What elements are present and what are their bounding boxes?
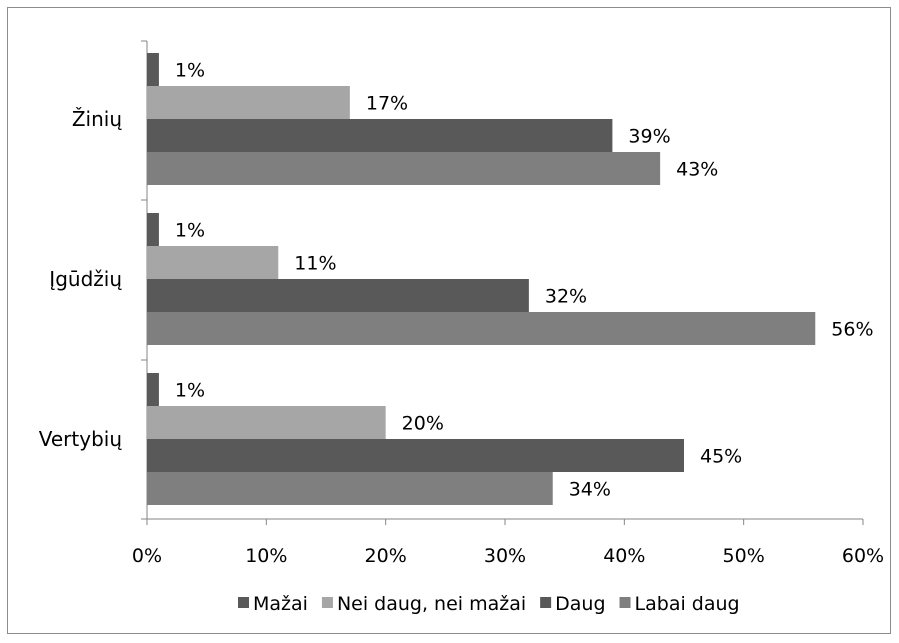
x-tick-label: 10%	[245, 545, 287, 567]
legend-swatch	[619, 597, 631, 608]
x-tick-label: 50%	[723, 545, 765, 567]
legend: Mažai Nei daug, nei mažai Daug Labai daug	[238, 593, 740, 615]
category-label-vertybiu: Vertybių	[39, 427, 123, 451]
bar-igudziu-mazai	[147, 213, 159, 246]
data-label-vertybiu-nei-daug-nei-mazai: 20%	[402, 413, 444, 435]
legend-item-nei-daug-nei-mazai: Nei daug, nei mažai	[321, 593, 526, 615]
category-labels: Žinių Įgūdžių Vertybių	[39, 107, 123, 451]
bar-vertybiu-nei-daug-nei-mazai	[147, 406, 386, 439]
legend-swatch	[540, 597, 552, 608]
bar-ziniu-mazai	[147, 53, 159, 86]
x-tick-label: 30%	[484, 545, 526, 567]
data-label-vertybiu-labai-daug: 34%	[569, 479, 611, 501]
x-tick-label: 40%	[603, 545, 645, 567]
data-label-igudziu-daug: 32%	[545, 286, 587, 308]
data-label-vertybiu-mazai: 1%	[175, 380, 205, 402]
x-tick-labels: 0% 10% 20% 30% 40% 50% 60%	[132, 545, 884, 567]
bars	[147, 53, 816, 505]
bar-vertybiu-labai-daug	[147, 472, 553, 505]
data-label-vertybiu-daug: 45%	[700, 446, 742, 468]
bar-vertybiu-mazai	[147, 373, 159, 406]
bar-igudziu-nei-daug-nei-mazai	[147, 246, 279, 279]
data-label-igudziu-labai-daug: 56%	[831, 319, 873, 341]
data-label-igudziu-nei-daug-nei-mazai: 11%	[294, 253, 336, 275]
category-label-igudziu: Įgūdžių	[49, 267, 122, 291]
data-label-ziniu-daug: 39%	[628, 126, 670, 148]
data-labels: 1% 17% 39% 43% 1% 11% 32% 56% 1% 20% 45% 34%	[175, 60, 874, 501]
bar-igudziu-daug	[147, 279, 529, 312]
legend-item-mazai: Mažai	[238, 593, 308, 615]
x-tick-label: 20%	[365, 545, 407, 567]
x-tick-label: 0%	[132, 545, 162, 567]
data-label-igudziu-mazai: 1%	[175, 220, 205, 242]
data-label-ziniu-labai-daug: 43%	[676, 159, 718, 181]
x-tick-label: 60%	[842, 545, 884, 567]
category-label-ziniu: Žinių	[72, 107, 122, 131]
legend-item-labai-daug: Labai daug	[619, 593, 740, 615]
bar-igudziu-labai-daug	[147, 312, 816, 345]
bar-ziniu-nei-daug-nei-mazai	[147, 86, 350, 119]
data-label-ziniu-mazai: 1%	[175, 60, 205, 82]
bar-ziniu-labai-daug	[147, 152, 661, 185]
legend-label: Labai daug	[635, 593, 740, 615]
legend-label: Daug	[555, 593, 605, 615]
bar-ziniu-daug	[147, 119, 613, 152]
legend-swatch	[238, 597, 249, 608]
legend-label: Mažai	[253, 593, 308, 615]
legend-label: Nei daug, nei mažai	[337, 593, 526, 615]
legend-item-daug: Daug	[540, 593, 606, 615]
bar-vertybiu-daug	[147, 439, 684, 472]
legend-swatch	[321, 597, 333, 608]
data-label-ziniu-nei-daug-nei-mazai: 17%	[366, 93, 408, 115]
